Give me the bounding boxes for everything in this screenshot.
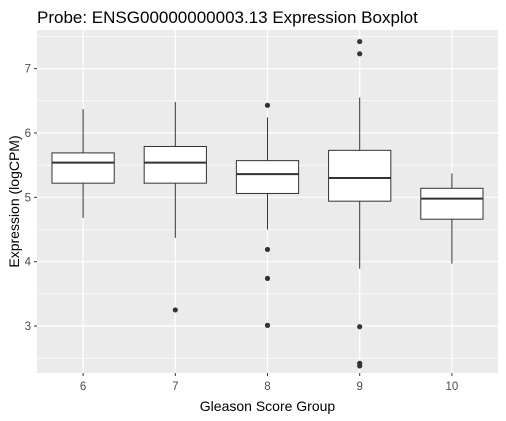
y-tick-label: 7 [25,64,31,76]
outlier-point [357,324,363,330]
x-tick-label: 8 [264,381,270,393]
boxes-layer [51,38,484,369]
y-axis: 3 4 5 6 7 [25,64,37,333]
box-group-6 [51,109,115,218]
outlier-point [357,38,363,45]
box-group-10 [420,173,484,264]
box-group-9 [328,38,392,369]
box [143,145,207,184]
y-axis-title: Expression (logCPM) [6,135,22,267]
x-tick-label: 9 [356,381,362,393]
box [51,152,115,184]
x-tick-label: 7 [172,381,178,393]
outlier-point [264,322,271,328]
box-group-8 [235,102,300,328]
outlier-point [264,246,271,253]
outlier-point [357,51,363,57]
box [235,160,300,194]
outlier-point [357,363,363,369]
x-axis-title: Gleason Score Group [200,398,336,414]
y-tick-label: 6 [25,128,31,140]
outlier-point [172,307,178,313]
box [420,187,484,220]
y-tick-label: 4 [25,257,32,269]
x-tick-label: 10 [446,381,459,393]
outlier-point [264,102,271,108]
box-group-7 [143,102,207,313]
chart-title: Probe: ENSG00000000003.13 Expression Box… [37,8,418,27]
outlier-point [264,275,271,282]
x-axis: 6 7 8 9 10 [80,373,458,393]
y-tick-label: 3 [25,321,31,333]
y-tick-label: 5 [25,192,31,204]
x-tick-label: 6 [80,381,86,393]
box [328,149,392,202]
